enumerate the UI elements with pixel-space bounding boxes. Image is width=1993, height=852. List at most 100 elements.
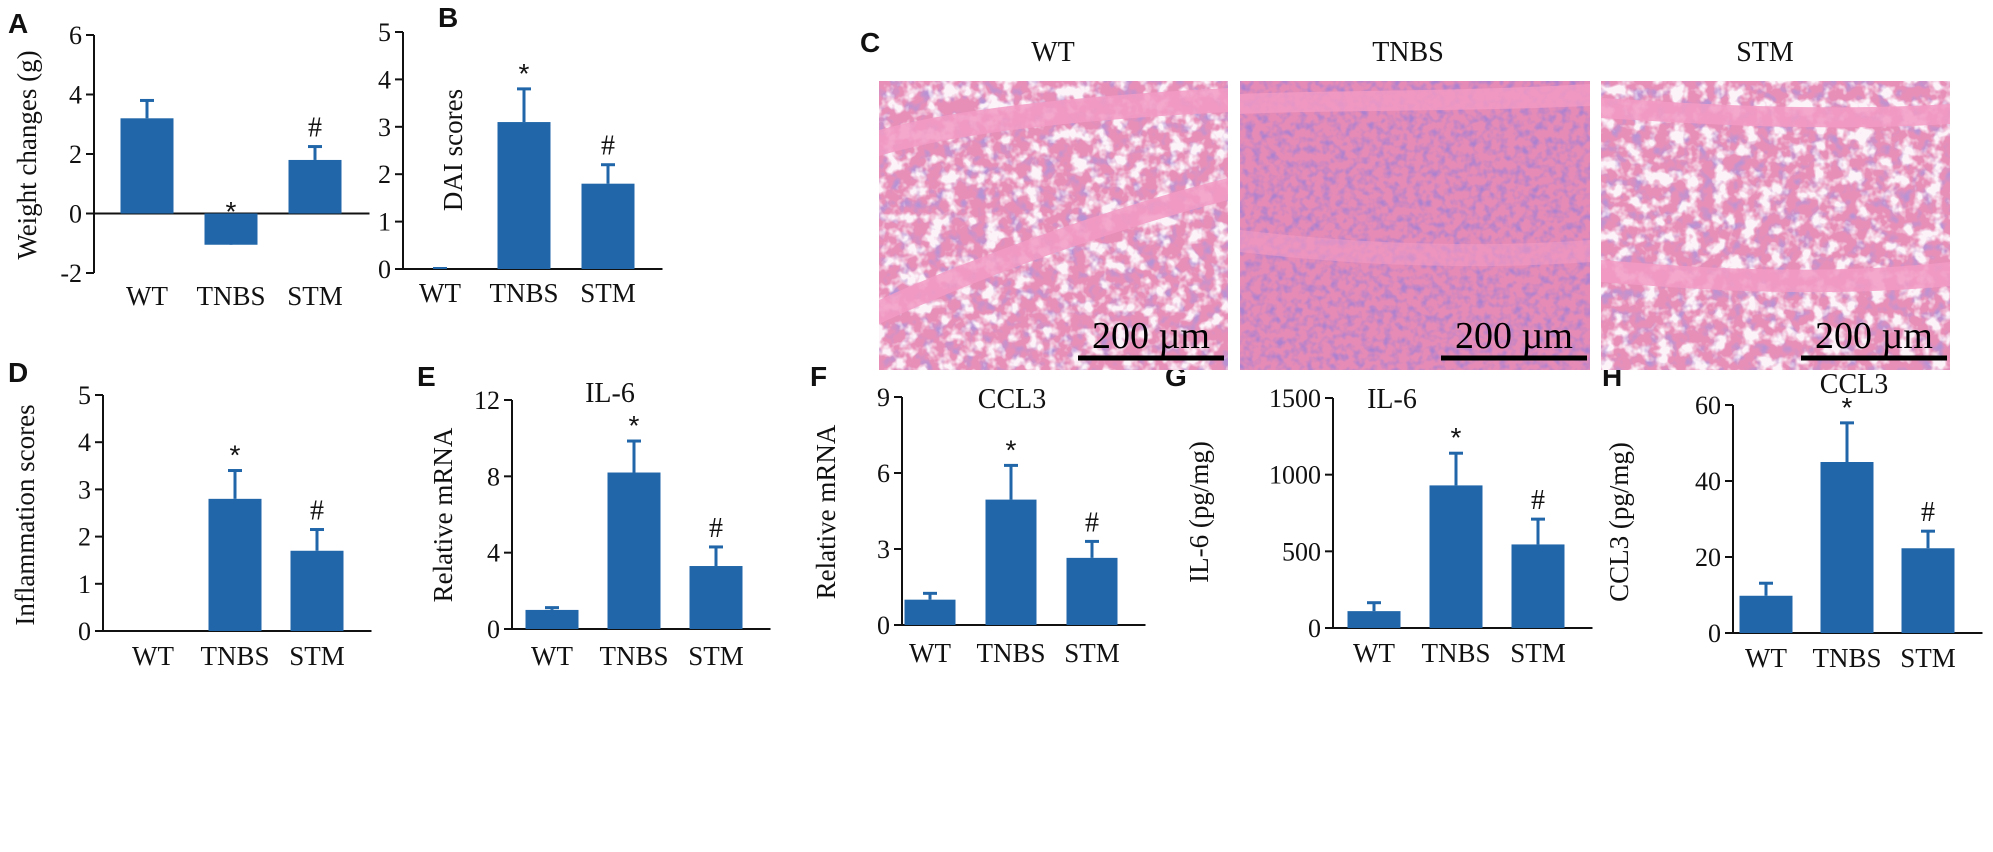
scale-bar-label: 200 µm bbox=[1455, 315, 1573, 357]
bar-stm bbox=[689, 566, 743, 629]
significance-star: * bbox=[1006, 434, 1017, 465]
bar-wt bbox=[1739, 595, 1793, 633]
panel-label-C: C bbox=[860, 27, 880, 58]
x-tick-label: WT bbox=[132, 641, 174, 671]
x-tick-label: STM bbox=[1900, 643, 1956, 673]
muscle-band bbox=[1240, 84, 1590, 114]
y-axis-label: CCL3 (pg/mg) bbox=[1604, 442, 1634, 602]
panel-label-F: F bbox=[810, 361, 827, 392]
bar-stm bbox=[1511, 544, 1565, 628]
significance-star: * bbox=[226, 196, 237, 227]
y-tick-label: 1000 bbox=[1269, 461, 1321, 490]
muscle-band bbox=[879, 178, 1228, 324]
bar-wt bbox=[1347, 611, 1401, 628]
y-tick-label: 60 bbox=[1695, 391, 1721, 420]
significance-star: * bbox=[629, 410, 640, 441]
y-axis-label: Inflammation scores bbox=[10, 404, 40, 625]
x-tick-label: WT bbox=[419, 278, 461, 308]
bar-stm bbox=[1901, 548, 1955, 633]
y-tick-label: 0 bbox=[78, 617, 91, 646]
panel-label-A: A bbox=[8, 8, 28, 39]
panel-C-histology: C WT 200 µm TNBS 200 µm bbox=[860, 27, 1950, 370]
panel-label-E: E bbox=[417, 361, 436, 392]
x-tick-label: STM bbox=[688, 641, 744, 671]
significance-hash: # bbox=[1085, 507, 1099, 538]
chart-title: CCL3 bbox=[978, 384, 1046, 415]
bar-tnbs bbox=[208, 498, 262, 631]
significance-star: * bbox=[519, 58, 530, 89]
y-axis-label: Weight changes (g) bbox=[12, 50, 42, 259]
bar-stm bbox=[1066, 557, 1118, 625]
scale-bar-label: 200 µm bbox=[1092, 315, 1210, 357]
chart-title: CCL3 bbox=[1820, 369, 1888, 400]
x-tick-label: WT bbox=[1745, 643, 1787, 673]
y-tick-label: 3 bbox=[378, 113, 391, 142]
y-tick-label: 9 bbox=[877, 383, 890, 412]
y-tick-label: 1 bbox=[78, 570, 91, 599]
x-tick-label: TNBS bbox=[976, 638, 1045, 668]
x-tick-label: TNBS bbox=[1812, 643, 1881, 673]
y-tick-label: 0 bbox=[378, 255, 391, 284]
chart-title: IL-6 bbox=[585, 378, 635, 409]
panel-D: D Inflammation scores 0 1 2 3 4 5 WT * TNBS # STM bbox=[8, 357, 372, 671]
y-tick-label: 0 bbox=[69, 200, 82, 229]
y-tick-label: 3 bbox=[78, 475, 91, 504]
panel-A: A Weight changes (g) -2 0 2 4 6 WT * TNBS # STM bbox=[8, 8, 370, 311]
bar-tnbs bbox=[497, 122, 551, 269]
significance-hash: # bbox=[308, 113, 322, 144]
y-tick-label: 0 bbox=[1708, 619, 1721, 648]
histology-title-stm: STM bbox=[1736, 37, 1794, 68]
tissue-lumen-texture bbox=[1601, 81, 1950, 370]
y-tick-label: 1500 bbox=[1269, 384, 1321, 413]
scale-bar-label: 200 µm bbox=[1815, 315, 1933, 357]
panel-label-D: D bbox=[8, 357, 28, 388]
y-tick-label: 8 bbox=[487, 462, 500, 491]
x-tick-label: STM bbox=[1064, 638, 1120, 668]
x-tick-label: TNBS bbox=[599, 641, 668, 671]
bar-stm bbox=[288, 159, 342, 214]
y-axis-label: Relative mRNA bbox=[811, 424, 841, 599]
x-tick-label: STM bbox=[289, 641, 345, 671]
significance-hash: # bbox=[310, 496, 324, 527]
y-tick-label: 6 bbox=[69, 21, 82, 50]
x-tick-label: TNBS bbox=[1421, 638, 1490, 668]
y-axis-label: IL-6 (pg/mg) bbox=[1184, 441, 1214, 583]
bar-tnbs bbox=[1429, 485, 1483, 628]
y-tick-label: 4 bbox=[69, 81, 82, 110]
y-tick-label: 2 bbox=[69, 140, 82, 169]
histology-title-wt: WT bbox=[1031, 37, 1075, 68]
y-tick-label: 4 bbox=[78, 428, 91, 457]
y-tick-label: 12 bbox=[474, 386, 500, 415]
significance-star: * bbox=[230, 440, 241, 471]
significance-hash: # bbox=[601, 131, 615, 162]
x-tick-label: STM bbox=[287, 281, 343, 311]
x-tick-label: STM bbox=[1510, 638, 1566, 668]
x-tick-label: TNBS bbox=[489, 278, 558, 308]
x-tick-label: STM bbox=[580, 278, 636, 308]
y-tick-label: 5 bbox=[78, 381, 91, 410]
bar-tnbs bbox=[1820, 462, 1874, 633]
x-tick-label: WT bbox=[1353, 638, 1395, 668]
y-axis-label: Relative mRNA bbox=[428, 427, 458, 602]
bar-stm bbox=[290, 550, 344, 631]
panel-label-B: B bbox=[438, 2, 458, 33]
y-axis-label: DAI scores bbox=[438, 89, 468, 211]
muscle-band bbox=[1601, 98, 1950, 128]
y-tick-label: 3 bbox=[877, 535, 890, 564]
panel-B: B DAI scores 0 1 2 3 4 5 WT * TNBS # STM bbox=[378, 2, 663, 308]
chart-title: IL-6 bbox=[1367, 384, 1417, 415]
y-tick-label: 5 bbox=[378, 18, 391, 47]
y-tick-label: 2 bbox=[378, 160, 391, 189]
y-tick-label: 40 bbox=[1695, 467, 1721, 496]
significance-hash: # bbox=[1921, 497, 1935, 528]
bar-wt bbox=[904, 599, 956, 625]
histology-image-wt: WT 200 µm bbox=[879, 37, 1228, 370]
muscle-band bbox=[1240, 230, 1590, 267]
y-tick-label: 2 bbox=[78, 523, 91, 552]
bar-wt bbox=[120, 118, 174, 214]
x-tick-label: TNBS bbox=[196, 281, 265, 311]
muscle-band bbox=[1601, 260, 1950, 293]
y-tick-label: 0 bbox=[1308, 614, 1321, 643]
